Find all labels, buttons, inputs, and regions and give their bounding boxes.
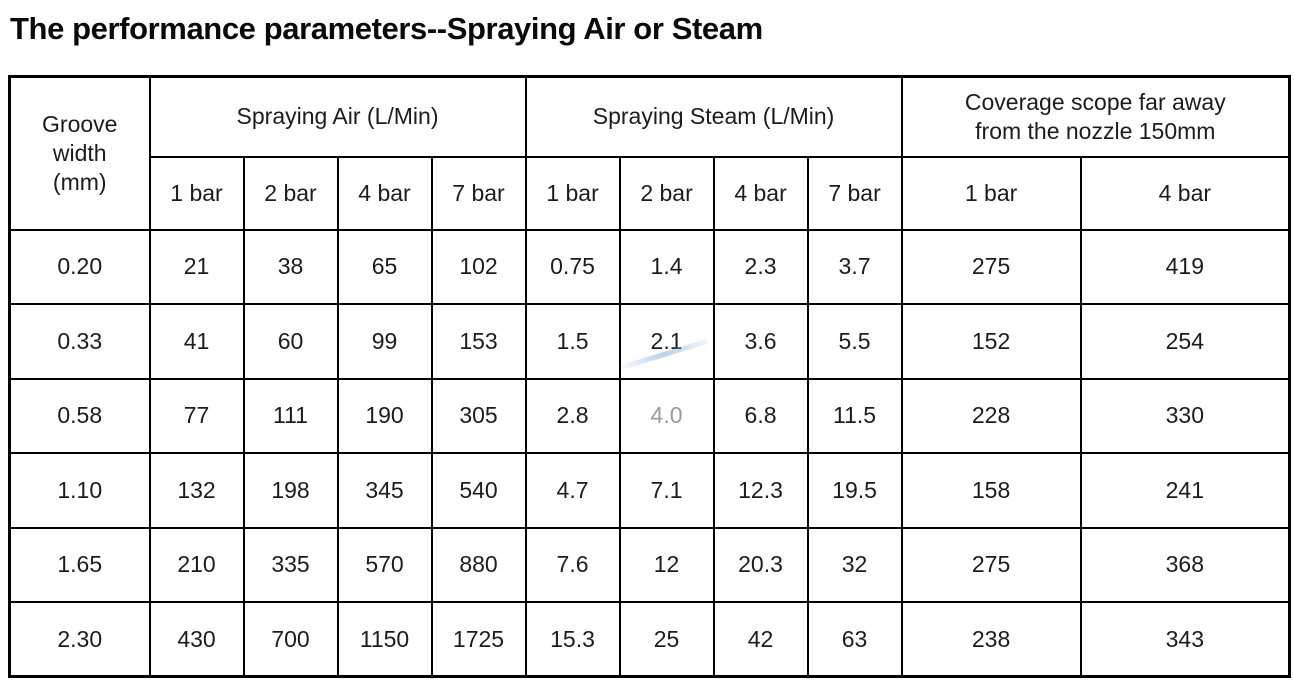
groove-width-header-line: width bbox=[52, 139, 107, 166]
table-body: 0.20 21 38 65 102 0.75 1.4 2.3 3.7 275 419 0.33 41 60… bbox=[8, 228, 1291, 678]
value-cell: 3.7 bbox=[806, 228, 903, 305]
pressure-header-air-1bar: 1 bar bbox=[148, 155, 245, 231]
value-cell: 65 bbox=[336, 228, 433, 305]
table-row: 0.58 77 111 190 305 2.8 4.0 6.8 11.5 228 330 bbox=[8, 377, 1291, 454]
value-cell: 6.8 bbox=[712, 377, 809, 454]
value-cell: 99 bbox=[336, 303, 433, 380]
value-cell: 25 bbox=[618, 601, 715, 678]
value-cell: 198 bbox=[242, 452, 339, 529]
value-cell: 5.5 bbox=[806, 303, 903, 380]
groove-width-cell: 1.65 bbox=[8, 526, 151, 603]
value-cell: 12 bbox=[618, 526, 715, 603]
table-row: 0.20 21 38 65 102 0.75 1.4 2.3 3.7 275 419 bbox=[8, 228, 1291, 305]
pressure-header-air-4bar: 4 bar bbox=[336, 155, 433, 231]
value-cell: 32 bbox=[806, 526, 903, 603]
groove-width-header-line: (mm) bbox=[52, 168, 107, 195]
value-cell: 430 bbox=[148, 601, 245, 678]
value-cell: 2.1 bbox=[618, 303, 715, 380]
value-cell: 7.6 bbox=[524, 526, 621, 603]
pressure-header-coverage-4bar: 4 bar bbox=[1079, 155, 1291, 231]
page-title: The performance parameters--Spraying Air… bbox=[10, 11, 763, 46]
value-cell: 7.1 bbox=[618, 452, 715, 529]
value-cell: 345 bbox=[336, 452, 433, 529]
table-row: 1.10 132 198 345 540 4.7 7.1 12.3 19.5 158 241 bbox=[8, 452, 1291, 529]
table-row: 1.65 210 335 570 880 7.6 12 20.3 32 275 368 bbox=[8, 526, 1291, 603]
value-cell: 132 bbox=[148, 452, 245, 529]
value-cell: 19.5 bbox=[806, 452, 903, 529]
spraying-air-group-header: Spraying Air (L/Min) bbox=[148, 75, 527, 158]
value-cell: 41 bbox=[148, 303, 245, 380]
table-pressure-subheader-row: 1 bar 2 bar 4 bar 7 bar 1 bar 2 bar 4 ba… bbox=[10, 155, 1291, 231]
value-cell: 190 bbox=[336, 377, 433, 454]
pressure-header-steam-1bar: 1 bar bbox=[524, 155, 621, 231]
value-cell: 158 bbox=[900, 452, 1082, 529]
pressure-header-air-7bar: 7 bar bbox=[430, 155, 527, 231]
value-cell: 210 bbox=[148, 526, 245, 603]
value-cell: 60 bbox=[242, 303, 339, 380]
value-cell: 111 bbox=[242, 377, 339, 454]
value-cell: 12.3 bbox=[712, 452, 809, 529]
groove-width-cell: 0.33 bbox=[8, 303, 151, 380]
value-cell: 228 bbox=[900, 377, 1082, 454]
value-cell: 152 bbox=[900, 303, 1082, 380]
value-cell: 0.75 bbox=[524, 228, 621, 305]
value-cell: 1150 bbox=[336, 601, 433, 678]
value-cell: 1725 bbox=[430, 601, 527, 678]
value-cell: 1.5 bbox=[524, 303, 621, 380]
performance-parameters-table: Groove width (mm) Spraying Air (L/Min) S… bbox=[8, 75, 1292, 678]
value-cell: 153 bbox=[430, 303, 527, 380]
value-cell: 20.3 bbox=[712, 526, 809, 603]
groove-width-header-line: Groove bbox=[42, 111, 118, 138]
pressure-header-steam-4bar: 4 bar bbox=[712, 155, 809, 231]
value-cell: 21 bbox=[148, 228, 245, 305]
value-cell: 4.7 bbox=[524, 452, 621, 529]
value-cell: 42 bbox=[712, 601, 809, 678]
value-cell: 368 bbox=[1079, 526, 1291, 603]
value-cell: 275 bbox=[900, 526, 1082, 603]
value-cell: 38 bbox=[242, 228, 339, 305]
value-cell: 77 bbox=[148, 377, 245, 454]
value-cell: 419 bbox=[1079, 228, 1291, 305]
value-cell: 254 bbox=[1079, 303, 1291, 380]
value-cell: 335 bbox=[242, 526, 339, 603]
value-cell: 15.3 bbox=[524, 601, 621, 678]
pressure-header-air-2bar: 2 bar bbox=[242, 155, 339, 231]
table-header-group-row: Groove width (mm) Spraying Air (L/Min) S… bbox=[8, 75, 1291, 231]
coverage-scope-header-line: from the nozzle 150mm bbox=[975, 117, 1216, 144]
value-cell: 880 bbox=[430, 526, 527, 603]
value-cell: 11.5 bbox=[806, 377, 903, 454]
value-cell: 540 bbox=[430, 452, 527, 529]
value-cell: 63 bbox=[806, 601, 903, 678]
groove-width-cell: 0.58 bbox=[8, 377, 151, 454]
value-cell: 3.6 bbox=[712, 303, 809, 380]
value-cell: 343 bbox=[1079, 601, 1291, 678]
value-cell: 4.0 bbox=[618, 377, 715, 454]
value-cell: 570 bbox=[336, 526, 433, 603]
table-row: 2.30 430 700 1150 1725 15.3 25 42 63 238 343 bbox=[8, 601, 1291, 678]
value-cell: 330 bbox=[1079, 377, 1291, 454]
value-cell: 2.8 bbox=[524, 377, 621, 454]
groove-width-header: Groove width (mm) bbox=[8, 75, 151, 231]
pressure-header-steam-2bar: 2 bar bbox=[618, 155, 715, 231]
value-cell: 305 bbox=[430, 377, 527, 454]
coverage-scope-header-line: Coverage scope far away bbox=[964, 89, 1226, 115]
value-cell: 102 bbox=[430, 228, 527, 305]
pressure-header-coverage-1bar: 1 bar bbox=[900, 155, 1082, 231]
table-row: 0.33 41 60 99 153 1.5 2.1 3.6 5.5 152 254 bbox=[8, 303, 1291, 380]
value-cell: 275 bbox=[900, 228, 1082, 305]
value-cell: 238 bbox=[900, 601, 1082, 678]
groove-width-cell: 2.30 bbox=[8, 601, 151, 678]
value-cell: 1.4 bbox=[618, 228, 715, 305]
value-cell: 2.3 bbox=[712, 228, 809, 305]
value-cell: 241 bbox=[1079, 452, 1291, 529]
spraying-steam-group-header: Spraying Steam (L/Min) bbox=[524, 75, 903, 158]
groove-width-cell: 1.10 bbox=[8, 452, 151, 529]
groove-width-cell: 0.20 bbox=[8, 228, 151, 305]
coverage-scope-group-header: Coverage scope far away from the nozzle … bbox=[900, 75, 1291, 158]
value-cell: 700 bbox=[242, 601, 339, 678]
pressure-header-steam-7bar: 7 bar bbox=[806, 155, 903, 231]
